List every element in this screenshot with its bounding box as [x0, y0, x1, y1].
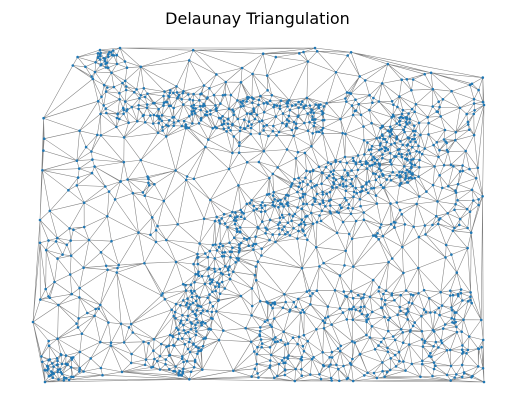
chart-title: Delaunay Triangulation: [165, 9, 350, 28]
edge-lines: [32, 47, 485, 383]
triangulation-edges: [32, 47, 485, 383]
point-markers: [31, 46, 486, 384]
triangulation-points: [31, 46, 486, 384]
